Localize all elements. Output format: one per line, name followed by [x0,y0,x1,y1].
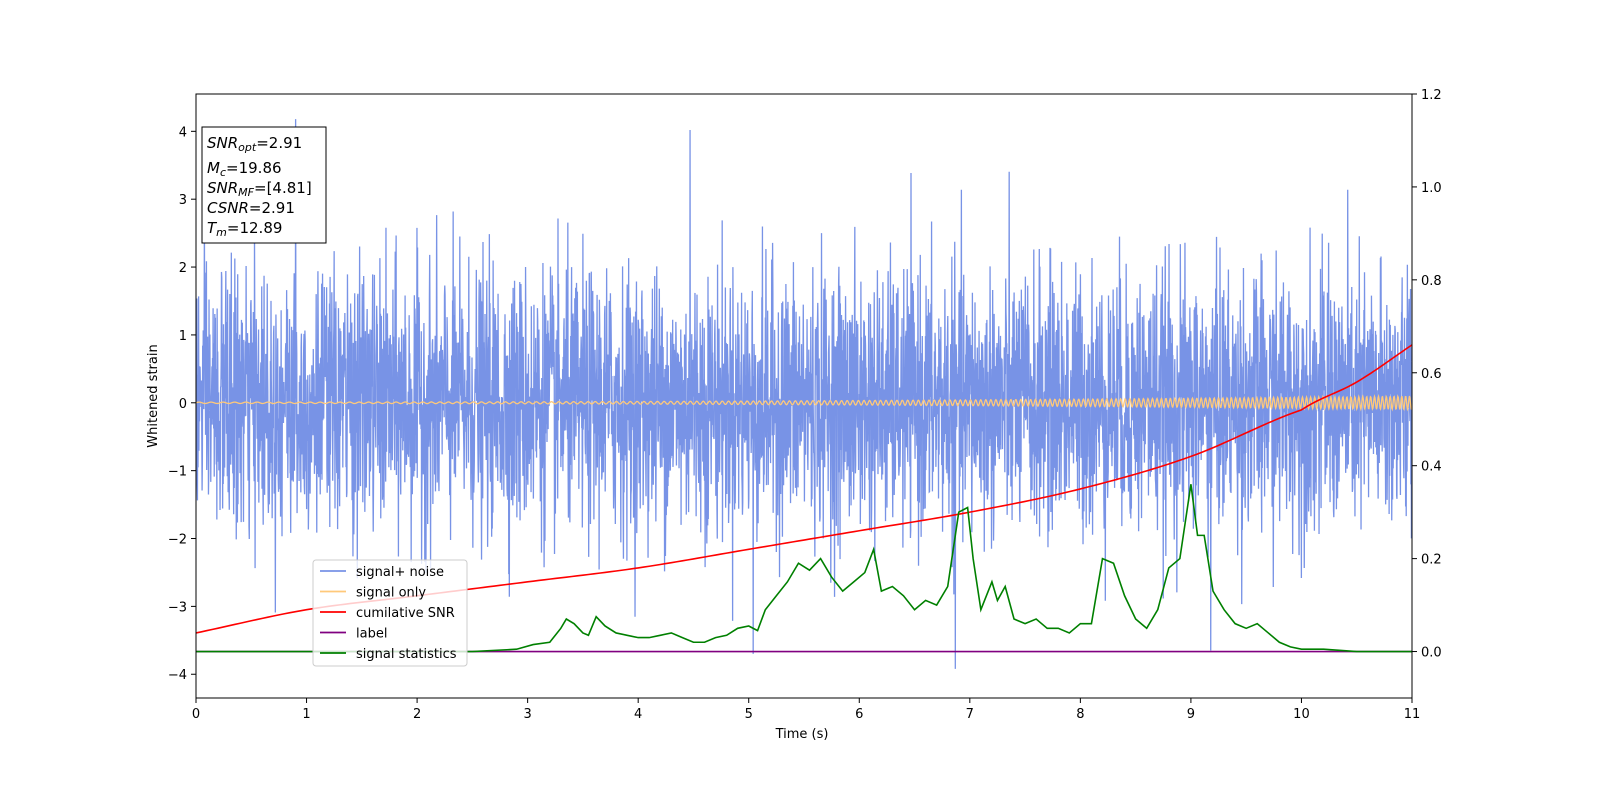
y-tick-label: −3 [168,600,187,615]
y-tick-label: 0 [179,397,187,412]
y-tick-label: 2 [179,261,187,276]
annotation-symbol: M [207,159,220,177]
legend-entry-label: cumilative SNR [356,606,455,621]
annotation-subscript: m [216,226,227,239]
x-axis-label: Time (s) [775,727,829,742]
y2-tick-label: 0.2 [1421,553,1442,568]
legend-entry-label: signal+ noise [356,565,444,580]
x-tick-label: 9 [1187,707,1195,722]
y-axis-left: −4 −3 −2 −1 0 1 2 3 4 [168,125,196,683]
y-axis-label: Whitened strain [146,344,161,447]
legend-entry-label: signal only [356,586,426,601]
y-tick-label: −1 [168,465,187,480]
x-axis: 0 1 2 3 4 5 6 7 8 9 10 11 [192,698,1420,722]
legend-entry-label: label [356,627,387,642]
y2-tick-label: 0.6 [1421,367,1442,382]
annotation-symbol: CSNR [207,199,249,217]
stats-annotation-line: Mc=19.86 [207,159,282,179]
y2-tick-label: 1.0 [1421,181,1442,196]
plot-frame [195,93,1413,699]
stats-annotation-line: Tm=12.89 [207,219,282,239]
x-tick-label: 5 [745,707,753,722]
annotation-value: =[4.81] [254,179,312,197]
x-tick-label: 7 [966,707,974,722]
x-tick-label: 1 [302,707,310,722]
annotation-subscript: MF [238,186,254,199]
x-tick-label: 0 [192,707,200,722]
y-tick-label: −4 [168,668,187,683]
annotation-value: =19.86 [226,159,282,177]
y-tick-label: 3 [179,193,187,208]
stats-annotation-box: SNRopt=2.91Mc=19.86SNRMF=[4.81]CSNR=2.91… [201,126,327,244]
y-tick-label: −2 [168,533,187,548]
stats-annotation-line: CSNR=2.91 [207,199,295,217]
annotation-symbol: T [207,219,218,237]
x-tick-label: 11 [1404,707,1421,722]
y2-tick-label: 0.0 [1421,646,1442,661]
legend: signal+ noise signal only cumilative SNR la… [312,559,468,667]
annotation-value: =2.91 [256,134,302,152]
stats-annotation-frame [201,126,327,244]
x-tick-label: 6 [855,707,863,722]
series-signal-statistics-line [196,484,1412,653]
stats-annotation-line: SNRopt=2.91 [207,134,302,154]
y2-tick-label: 1.2 [1421,88,1442,103]
x-tick-label: 3 [523,707,531,722]
legend-entry-label: signal statistics [356,647,457,662]
annotation-subscript: opt [238,141,257,154]
x-tick-label: 4 [634,707,642,722]
y-tick-label: 1 [179,329,187,344]
x-tick-label: 2 [413,707,421,722]
series-signal-only-line [196,393,1412,412]
y-axis-right: 0.0 0.2 0.4 0.6 0.8 1.0 1.2 [1412,88,1442,661]
series-signal-noise-line [196,119,1412,669]
annotation-symbol: SNR [207,179,238,197]
stats-annotation-line: SNRMF=[4.81] [207,179,312,199]
x-tick-label: 8 [1076,707,1084,722]
y2-tick-label: 0.4 [1421,460,1442,475]
annotation-symbol: SNR [207,134,238,152]
x-tick-label: 10 [1293,707,1310,722]
annotation-value: =2.91 [249,199,295,217]
y-tick-label: 4 [179,125,187,140]
legend-frame [312,559,468,667]
y2-tick-label: 0.8 [1421,274,1442,289]
annotation-value: =12.89 [227,219,283,237]
annotation-subscript: c [220,166,226,179]
